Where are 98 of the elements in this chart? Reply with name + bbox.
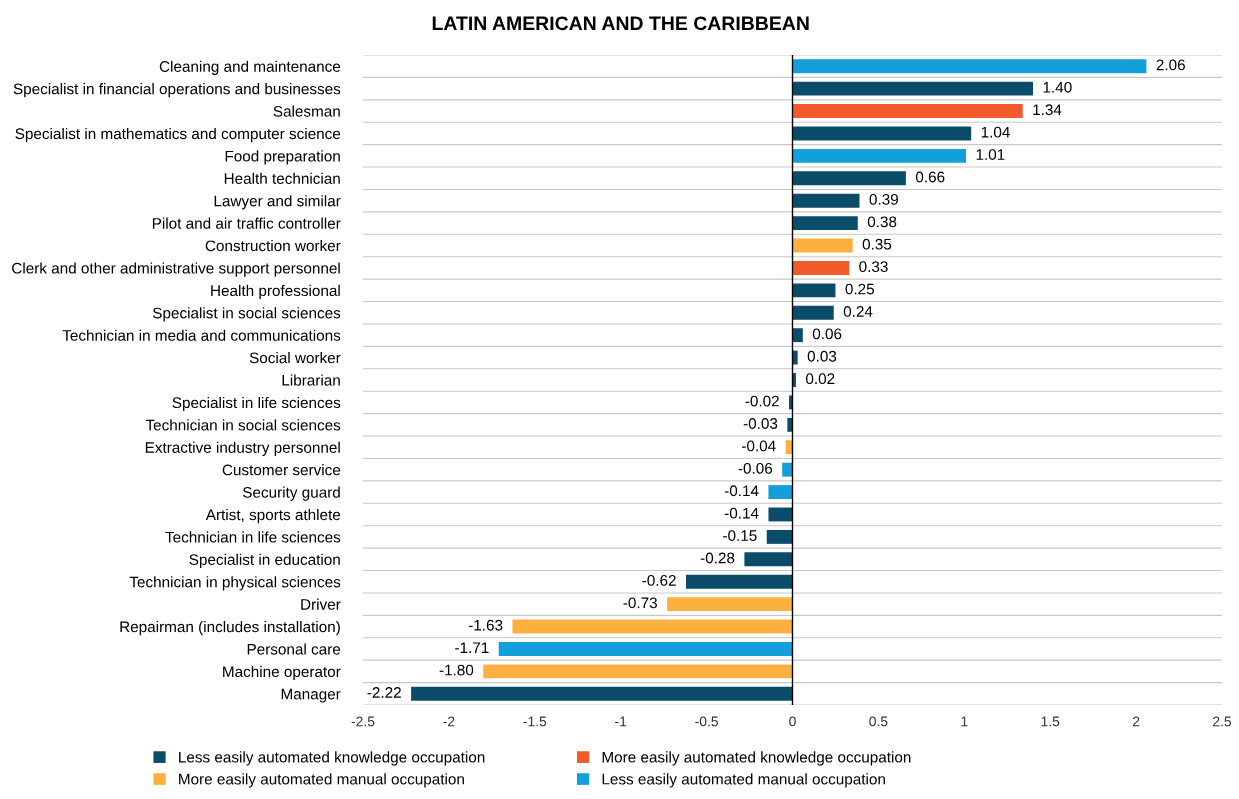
y-tick-label: Technician in media and communications xyxy=(62,329,341,341)
legend-label: More easily automated manual occupation xyxy=(179,773,464,788)
bar xyxy=(744,552,793,567)
data-label: 0.33 xyxy=(859,261,888,273)
data-label: -1.80 xyxy=(439,664,474,676)
y-tick-label: Repairman (includes installation) xyxy=(120,621,340,636)
y-tick-label: Personal care xyxy=(247,643,341,655)
x-tick-label: -2.5 xyxy=(351,716,375,727)
data-label: -0.15 xyxy=(723,530,757,541)
bar xyxy=(411,686,793,701)
y-tick-label: Health technician xyxy=(224,172,340,184)
data-label: 0.06 xyxy=(812,328,842,340)
y-tick-label: Specialist in life sciences xyxy=(172,396,341,412)
y-tick-label: Specialist in mathematics and computer science xyxy=(15,127,341,143)
data-label: -0.06 xyxy=(738,462,773,474)
bar xyxy=(792,171,906,186)
x-tick-label: 1.5 xyxy=(1041,716,1060,727)
y-tick-label: Specialist in financial operations and businesses xyxy=(13,83,341,98)
y-tick-label: Manager xyxy=(281,688,341,703)
x-tick-label: 0.5 xyxy=(869,716,888,727)
data-label: -0.02 xyxy=(745,395,779,407)
data-label: 0.02 xyxy=(805,373,835,385)
data-label: -2.22 xyxy=(367,687,401,698)
data-label: 1.40 xyxy=(1043,81,1072,93)
bar xyxy=(792,193,860,208)
legend-label: Less easily automated manual occupation xyxy=(602,773,885,788)
data-label: 1.01 xyxy=(976,149,1005,160)
bar xyxy=(766,529,793,544)
y-tick-label: Driver xyxy=(301,598,341,610)
bar xyxy=(792,305,834,320)
y-tick-label: Pilot and air traffic controller xyxy=(152,217,341,229)
bar xyxy=(768,485,793,500)
data-label: -0.28 xyxy=(700,552,735,564)
y-tick-label: Specialist in social sciences xyxy=(152,307,341,322)
x-tick-label: -0.5 xyxy=(695,716,718,727)
data-label: 0.35 xyxy=(862,238,892,250)
data-label: -1.71 xyxy=(455,642,489,653)
bar xyxy=(792,328,803,343)
bar xyxy=(667,597,793,612)
bar xyxy=(512,619,793,634)
bar xyxy=(483,664,793,679)
x-tick-label: -2 xyxy=(443,716,455,727)
bar xyxy=(685,574,793,589)
bar xyxy=(792,81,1034,96)
y-tick-label: Salesman xyxy=(273,105,340,117)
bar xyxy=(792,59,1147,74)
bar xyxy=(792,238,853,253)
data-label: 0.66 xyxy=(915,171,945,183)
x-tick-label: 1 xyxy=(961,716,968,727)
bar xyxy=(792,104,1023,118)
bar xyxy=(792,126,972,141)
y-tick-label: Technician in physical sciences xyxy=(129,576,341,591)
data-label: 1.34 xyxy=(1033,104,1062,116)
bar xyxy=(792,148,967,163)
legend-label: More easily automated knowledge occupation xyxy=(602,751,911,766)
y-tick-label: Construction worker xyxy=(205,239,341,252)
y-tick-label: Technician in life sciences xyxy=(165,531,341,543)
legend-label: Less easily automated knowledge occupation xyxy=(179,751,485,766)
x-tick-label: 2 xyxy=(1132,716,1140,727)
data-label: 2.06 xyxy=(1156,59,1185,71)
y-tick-label: Health professional xyxy=(211,284,340,300)
y-tick-label: Social worker xyxy=(249,352,341,364)
data-label: -0.03 xyxy=(743,418,778,429)
y-tick-label: Lawyer and similar xyxy=(214,195,341,210)
data-label: 0.25 xyxy=(845,283,874,295)
bar xyxy=(768,507,793,522)
y-tick-label: Librarian xyxy=(282,374,340,386)
data-label: 1.04 xyxy=(981,126,1010,138)
bar xyxy=(792,283,836,298)
y-tick-label: Cleaning and maintenance xyxy=(159,60,341,75)
x-tick-label: -1 xyxy=(615,716,627,727)
data-label: 0.24 xyxy=(843,306,873,317)
y-tick-label: Artist, sports athlete xyxy=(205,508,341,524)
bar xyxy=(792,216,858,231)
x-tick-label: -1.5 xyxy=(523,716,547,727)
y-tick-label: Clerk and other administrative support personnel xyxy=(12,262,340,277)
y-tick-label: Machine operator xyxy=(223,665,341,681)
x-tick-label: 2.5 xyxy=(1213,716,1232,727)
data-label: -1.63 xyxy=(468,619,503,631)
y-tick-label: Technician in social sciences xyxy=(145,419,341,431)
y-tick-label: Customer service xyxy=(222,464,341,476)
data-label: -0.14 xyxy=(724,485,759,497)
data-label: 0.39 xyxy=(869,193,898,205)
data-label: -0.14 xyxy=(724,507,759,519)
bar xyxy=(498,642,793,656)
y-tick-label: Security guard xyxy=(242,486,340,501)
data-label: -0.04 xyxy=(742,440,776,452)
y-tick-label: Extractive industry personnel xyxy=(145,441,340,456)
x-tick-label: 0 xyxy=(789,716,796,727)
data-label: -0.62 xyxy=(642,575,676,586)
data-label: 0.38 xyxy=(867,216,897,228)
data-label: 0.03 xyxy=(807,350,837,362)
chart-title: LATIN AMERICAN AND THE CARIBBEAN xyxy=(432,16,809,31)
bar xyxy=(792,260,850,275)
y-tick-label: Specialist in education xyxy=(189,553,340,569)
y-tick-label: Food preparation xyxy=(225,150,340,165)
bar xyxy=(782,462,793,477)
data-label: -0.73 xyxy=(623,597,657,609)
